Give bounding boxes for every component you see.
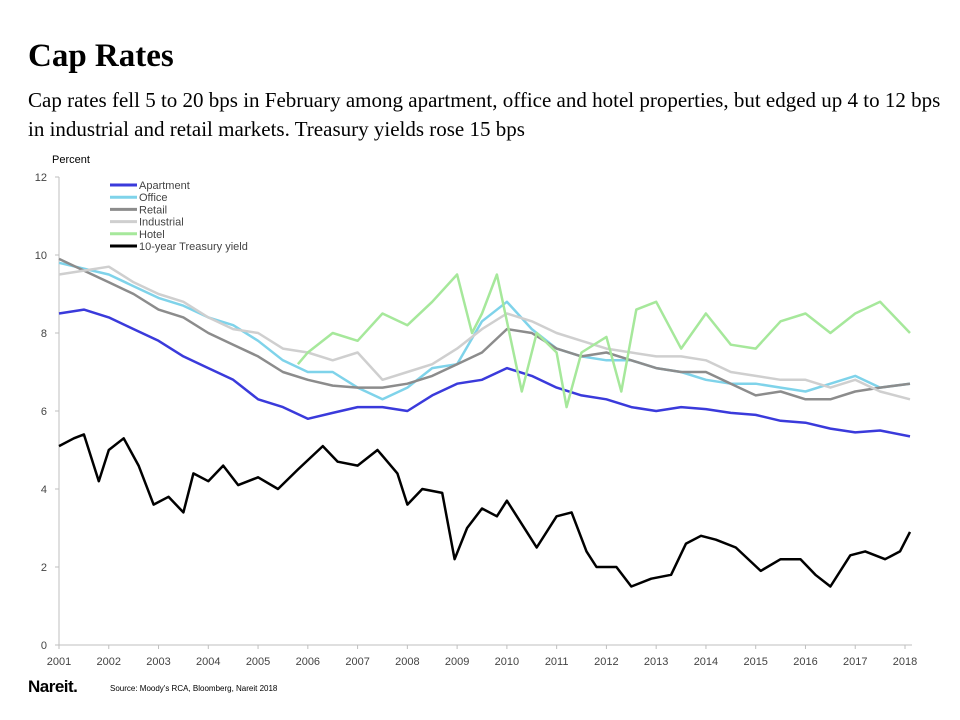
nareit-logo: Nareit. — [28, 677, 78, 696]
y-axis-label: Percent — [52, 154, 90, 166]
y-tick-label: 2 — [41, 562, 47, 574]
y-tick-label: 12 — [35, 172, 47, 184]
x-tick-label: 2017 — [843, 656, 867, 668]
legend-label: Office — [139, 192, 168, 204]
x-tick-label: 2011 — [545, 656, 569, 668]
x-tick-label: 2009 — [445, 656, 469, 668]
x-tick-label: 2012 — [594, 656, 618, 668]
x-tick-label: 2002 — [97, 656, 121, 668]
x-tick-label: 2008 — [395, 656, 419, 668]
legend-label: Hotel — [139, 229, 165, 241]
x-tick-label: 2006 — [296, 656, 320, 668]
x-tick-label: 2001 — [47, 656, 71, 668]
x-tick-label: 2005 — [246, 656, 270, 668]
series-line-office — [58, 261, 911, 401]
series-line-hotel — [296, 273, 911, 409]
series-line-retail — [58, 257, 911, 401]
series-line-apartment — [58, 308, 911, 438]
legend-label: Retail — [139, 204, 167, 216]
x-tick-label: 2003 — [146, 656, 170, 668]
legend-label: Industrial — [139, 217, 184, 229]
y-tick-label: 6 — [41, 406, 47, 418]
series-line-industrial — [58, 265, 911, 401]
page-subtitle: Cap rates fell 5 to 20 bps in February a… — [28, 88, 941, 141]
legend-label: 10-year Treasury yield — [139, 241, 248, 253]
series-line-10-year-treasury-yield — [58, 433, 912, 588]
x-tick-label: 2010 — [495, 656, 519, 668]
x-tick-label: 2016 — [793, 656, 817, 668]
x-tick-label: 2015 — [743, 656, 767, 668]
x-tick-label: 2018 — [893, 656, 917, 668]
y-tick-label: 0 — [41, 640, 47, 652]
x-tick-label: 2004 — [196, 656, 220, 668]
x-tick-label: 2013 — [644, 656, 668, 668]
source-note: Source: Moody's RCA, Bloomberg, Nareit 2… — [110, 684, 278, 693]
x-tick-label: 2014 — [694, 656, 718, 668]
y-tick-label: 10 — [35, 250, 47, 262]
y-tick-label: 8 — [41, 328, 47, 340]
y-tick-label: 4 — [41, 484, 47, 496]
legend-label: Apartment — [139, 180, 190, 192]
x-tick-label: 2007 — [345, 656, 369, 668]
page-title: Cap Rates — [28, 38, 174, 74]
